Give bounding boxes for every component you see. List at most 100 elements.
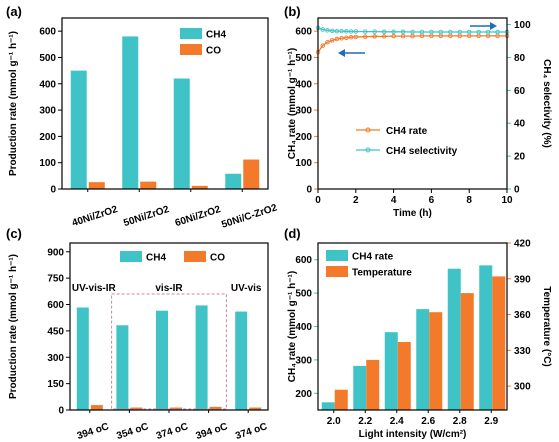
panel-d-bar-temperature <box>492 276 506 410</box>
panel-b-point-ch4-rate <box>381 34 387 39</box>
panel-a-bar-ch4 <box>70 70 87 189</box>
panel-b-point-ch4-rate <box>334 36 340 42</box>
panel-c-ytick-label: 450 <box>47 326 64 337</box>
panel-b-point-ch4-selectivity <box>438 29 444 35</box>
panel-c-xtick-label: 394 oC <box>76 421 111 442</box>
panel-b-point-ch4-selectivity <box>320 27 325 32</box>
panel-b-ytick-right-label: 40 <box>514 119 526 130</box>
panel-a-bar-co <box>191 185 208 189</box>
panel-d-xtick-label: 2.0 <box>327 416 341 427</box>
panel-b-label: (b) <box>284 4 301 19</box>
panel-d-xlabel: Light intensity (W/cm²) <box>359 429 467 440</box>
panel-b-point-ch4-selectivity <box>363 29 368 34</box>
panel-c-annotation-vis-ir: vis-IR <box>155 283 183 294</box>
panel-b-point-ch4-rate <box>325 39 330 45</box>
panel-b-ytick-label: 600 <box>295 27 312 38</box>
panel-b-xtick-label: 10 <box>501 195 513 206</box>
panel-b-point-ch4-rate <box>391 33 396 39</box>
panel-c-legend-ch4: CH4 <box>146 253 166 264</box>
panel-a-ytick-label: 0 <box>50 185 56 196</box>
panel-b-point-ch4-rate <box>329 38 335 43</box>
panel-b-ytick-label: 0 <box>306 185 312 196</box>
panel-d-ytick-label: 500 <box>295 289 312 300</box>
panel-b-arrow-right-head <box>490 22 497 30</box>
panel-d-label: (d) <box>284 226 301 241</box>
panel-c-ytick-label: 750 <box>47 274 64 285</box>
panel-c-bar-ch4 <box>76 307 89 410</box>
panel-a-ytick-label: 400 <box>39 79 56 90</box>
panel-b-ytick-right-label: 100 <box>514 20 531 31</box>
panel-d-bar-ch4-rate <box>416 309 430 410</box>
panel-c-ytick-label: 300 <box>47 353 64 364</box>
panel-d-xtick-label: 2.9 <box>484 416 498 427</box>
panel-c-xtick-label: 374 oC <box>234 421 269 442</box>
panel-b-ylabel: CH₄ rate (mmol g⁻¹ h⁻¹) <box>287 48 298 159</box>
panel-a-legend-swatch-co <box>180 44 202 55</box>
panel-b-point-ch4-selectivity <box>419 29 425 35</box>
panel-a-frame <box>61 17 269 190</box>
panel-b-ytick-right-label: 60 <box>514 86 526 97</box>
panel-c-bar-co <box>90 405 103 410</box>
panel-b-point-ch4-rate <box>353 34 359 40</box>
panel-b-ytick-label: 400 <box>295 79 312 90</box>
panel-b-point-ch4-selectivity <box>466 29 472 35</box>
panel-b-ytick-right-label: 0 <box>514 185 520 196</box>
panel-d-bar-ch4-rate <box>384 332 398 410</box>
panel-b-point-ch4-selectivity <box>353 29 359 34</box>
panel-a-ytick-label: 500 <box>39 53 56 64</box>
panel-b-ytick-label: 500 <box>295 53 312 64</box>
panel-b-ylabel-right: CH₄ selectivity (%) <box>541 59 552 148</box>
panel-b-xlabel: Time (h) <box>393 208 432 219</box>
panel-d-legend-swatch-rate <box>326 250 348 261</box>
panel-c-ytick-label: 900 <box>47 247 64 258</box>
panel-a-xtick-label: 60Ni/ZrO2 <box>174 204 223 229</box>
panel-b-ytick-right-label: 20 <box>514 152 526 163</box>
panel-d-xtick-label: 2.8 <box>453 416 467 427</box>
panel-c-ylabel: Production rate (mmol g⁻¹ h⁻¹) <box>8 254 19 399</box>
panel-d-bar-temperature <box>366 359 380 410</box>
panel-c-annotation-uv-vis-ir: UV-vis-IR <box>72 283 117 294</box>
panel-b-arrow-left-head <box>338 49 345 57</box>
panel-b-point-ch4-selectivity <box>457 29 463 35</box>
panel-c-bar-ch4 <box>116 325 129 410</box>
panel-d-ytick-right-label: 420 <box>514 239 531 250</box>
panel-a-bar-ch4 <box>173 78 190 189</box>
panel-b-ytick-label: 100 <box>295 158 312 169</box>
panel-d-ytick-label: 400 <box>295 322 312 333</box>
panel-b-point-ch4-selectivity <box>495 29 500 35</box>
panel-b-line-ch4-rate <box>317 35 507 53</box>
panel-b-point-ch4-rate <box>348 34 354 40</box>
panel-b-point-ch4-selectivity <box>391 29 396 35</box>
panel-c-xtick-label: 374 oC <box>155 421 190 442</box>
panel-b-xtick-label: 2 <box>353 195 359 206</box>
panel-b-point-ch4-selectivity <box>448 29 453 35</box>
panel-d-bar-temperature <box>397 342 411 410</box>
panel-a-legend-ch4: CH4 <box>206 30 226 41</box>
panel-c-legend-swatch-ch4 <box>120 251 142 262</box>
panel-a-legend-co: CO <box>206 46 221 57</box>
panel-d-legend-swatch-temperature <box>326 266 348 277</box>
panel-a-bar-ch4 <box>225 173 242 189</box>
panel-b-xtick-label: 0 <box>315 195 321 206</box>
panel-c-bar-co <box>209 406 222 410</box>
panel-d-legend-temperature: Temperature <box>352 268 412 279</box>
panel-b-xtick-label: 6 <box>429 195 435 206</box>
panel-d-ytick-right-label: 360 <box>514 310 531 321</box>
panel-b-ytick-label: 200 <box>295 132 312 143</box>
panel-b-legend-marker-rate <box>365 127 371 133</box>
panel-a-legend-swatch-ch4 <box>180 28 202 39</box>
panel-b-legend-marker-sel <box>365 147 371 153</box>
panel-b-point-ch4-selectivity <box>344 29 349 34</box>
panel-b-point-ch4-rate <box>320 43 325 48</box>
panel-b-point-ch4-rate <box>344 35 349 40</box>
panel-c-frame <box>69 242 269 411</box>
panel-d-ytick-label: 200 <box>295 389 312 400</box>
panel-d-ytick-right-label: 390 <box>514 274 531 285</box>
panel-b-point-ch4-rate <box>363 34 368 39</box>
panel-a-ytick-label: 300 <box>39 106 56 117</box>
panel-b-point-ch4-selectivity <box>400 29 406 35</box>
panel-b-xtick-label: 4 <box>391 195 397 206</box>
panel-a-bar-ch4 <box>122 36 139 189</box>
panel-a-bar-co <box>140 181 157 189</box>
